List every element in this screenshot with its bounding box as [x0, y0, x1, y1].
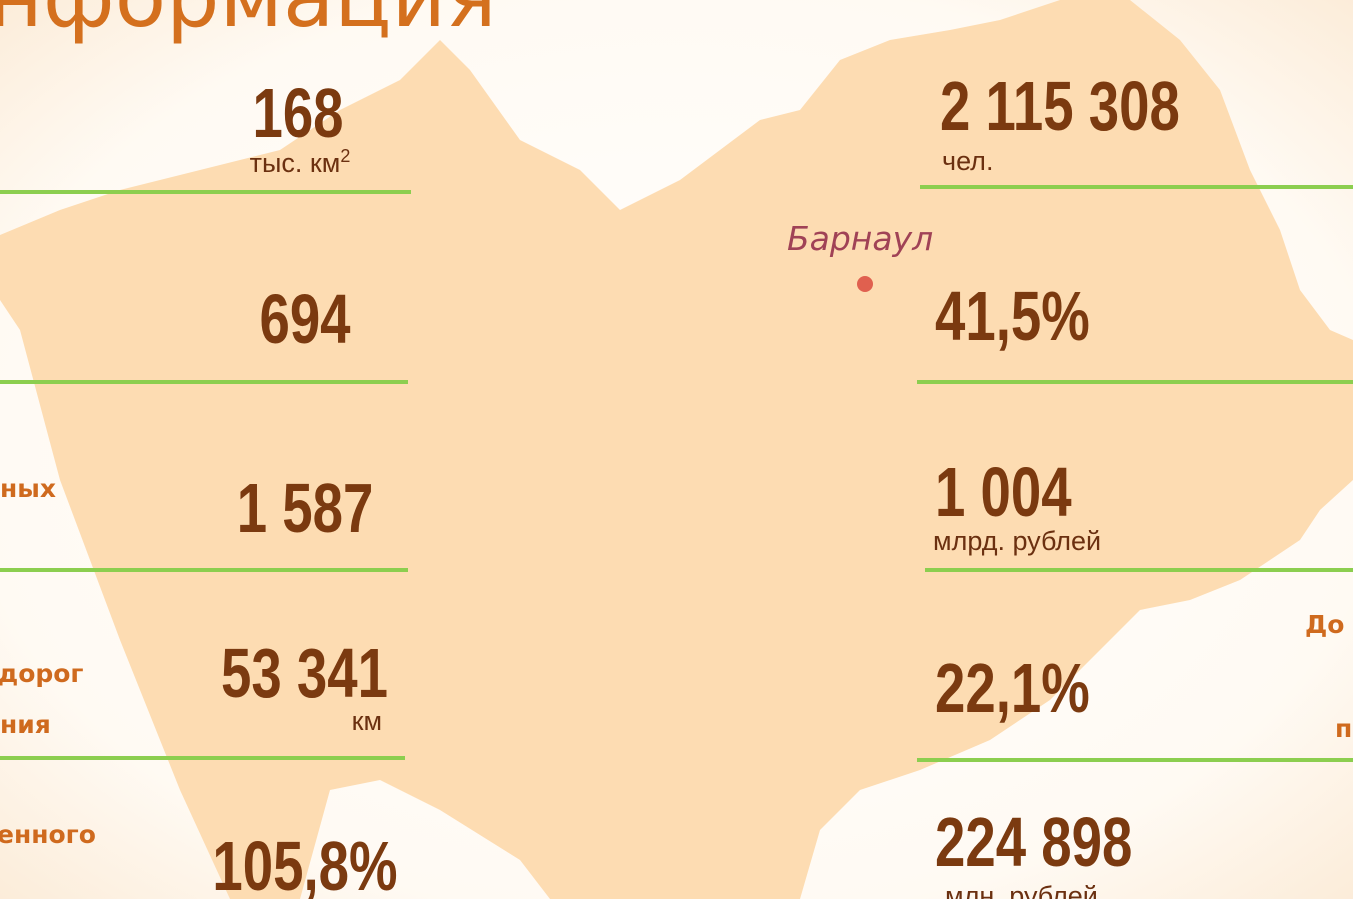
stat-label: ных — [0, 474, 56, 503]
stat-unit: млрд. рублей — [933, 526, 1101, 556]
stat-value: 1 004 — [935, 454, 1072, 532]
city-name: Барнаул — [787, 219, 933, 258]
stat-label: ния — [0, 710, 51, 739]
stat-value: 224 898 — [935, 804, 1132, 882]
stat-value: 41,5% — [935, 278, 1090, 356]
unit-sup: 2 — [340, 146, 350, 166]
stat-label: енного — [0, 820, 96, 849]
stat-unit: тыс. км2 — [250, 146, 351, 178]
stat-label: дорог — [0, 659, 84, 688]
stat-unit: млн. рублей — [945, 881, 1098, 899]
stat-label: До — [1305, 610, 1344, 639]
stat-value: 105,8% — [212, 828, 397, 899]
title: нформация — [0, 0, 497, 46]
stat-value: 53 341 — [221, 635, 388, 713]
stat-unit: чел. — [942, 146, 993, 176]
stat-unit: км — [352, 706, 382, 736]
stat-value: 1 587 — [237, 470, 374, 548]
unit-text: тыс. км — [250, 148, 341, 178]
stat-label: п — [1335, 714, 1352, 743]
stat-value: 2 115 308 — [940, 68, 1180, 146]
stat-value: 168 — [252, 75, 343, 153]
city-dot — [857, 276, 873, 292]
stat-value: 22,1% — [935, 650, 1090, 728]
stat-value: 694 — [259, 281, 350, 359]
